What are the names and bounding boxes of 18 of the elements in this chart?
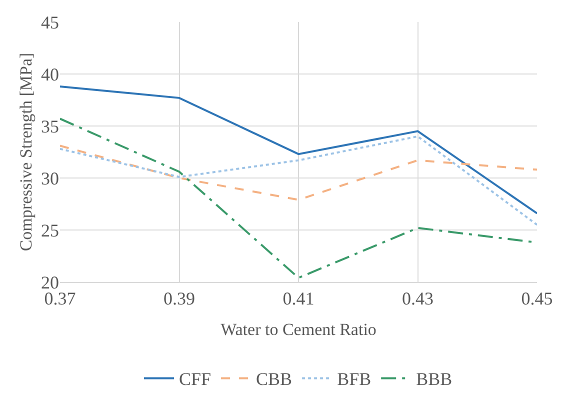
y-tick-label: 40 [41,64,59,84]
x-tick-label: 0.39 [164,288,195,309]
y-tick-label: 25 [41,220,59,240]
line-series [60,85,537,214]
legend-label: BFB [337,369,372,390]
y-axis-title: Compressive Strength [MPa] [16,52,36,252]
y-tick-label: 35 [41,116,59,136]
x-tick-label: 0.41 [282,288,314,309]
line-series [60,144,537,201]
y-tick-label: 30 [41,168,59,188]
x-tick-label: 0.43 [402,288,434,309]
legend-label: BBB [416,369,452,390]
x-tick-label: 0.45 [521,288,553,309]
x-axis-title: Water to Cement Ratio [220,320,376,339]
y-tick-label: 45 [41,12,59,32]
legend-label: CFF [179,369,212,390]
line-series [60,135,537,226]
legend-label: CBB [256,369,292,390]
